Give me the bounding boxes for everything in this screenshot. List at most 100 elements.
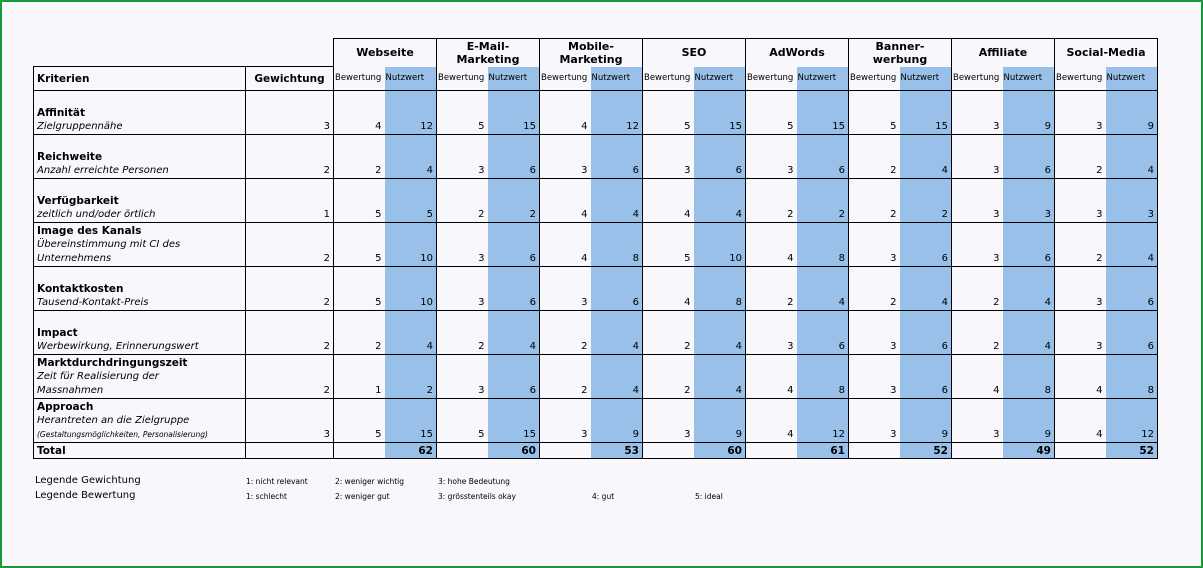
channel-name-line1: Social-Media xyxy=(1066,46,1146,60)
nutzwert-value: 6 xyxy=(796,310,849,355)
nutzwert-value: 3 xyxy=(1002,178,1055,223)
channel-header: Banner-werbung xyxy=(848,38,952,67)
bewertung-value: 4 xyxy=(951,354,1003,399)
total-bewertung-empty xyxy=(745,442,797,459)
nutzwert-value: 8 xyxy=(796,354,849,399)
nutzwert-value: 6 xyxy=(1105,310,1158,355)
channel-header: E-Mail- Marketing xyxy=(436,38,540,67)
criterion-description: Zielgruppennähe xyxy=(37,121,123,132)
channel-header: Mobile- Marketing xyxy=(539,38,643,67)
weight-value: 2 xyxy=(245,266,334,311)
header-nutzwert: Nutzwert xyxy=(487,66,540,91)
header-nutzwert: Nutzwert xyxy=(693,66,746,91)
nutzwert-value: 8 xyxy=(693,266,746,311)
bewertung-value: 3 xyxy=(642,134,694,179)
nutzwert-value: 8 xyxy=(796,222,849,267)
bewertung-value: 3 xyxy=(951,222,1003,267)
total-nutzwert-value: 60 xyxy=(693,442,746,459)
header-bewertung: Bewertung xyxy=(333,66,385,91)
criterion-description: Herantreten an die Zielgruppe xyxy=(37,415,190,426)
bewertung-value: 5 xyxy=(333,398,385,443)
criterion-description-cont: Massnahmen xyxy=(37,385,104,396)
bewertung-value: 3 xyxy=(745,134,797,179)
criterion-name: Reichweite xyxy=(37,151,103,163)
channel-header: AdWords xyxy=(745,38,849,67)
bewertung-value: 4 xyxy=(642,178,694,223)
nutzwert-value: 6 xyxy=(693,134,746,179)
nutzwert-value: 9 xyxy=(693,398,746,443)
nutzwert-value: 6 xyxy=(487,266,540,311)
channel-name-line1: AdWords xyxy=(769,46,825,60)
bewertung-value: 2 xyxy=(745,266,797,311)
nutzwert-value: 4 xyxy=(899,266,952,311)
channel-name-line1: Webseite xyxy=(356,46,414,60)
bewertung-value: 4 xyxy=(1054,398,1106,443)
total-bewertung-empty xyxy=(333,442,385,459)
header-bewertung: Bewertung xyxy=(539,66,591,91)
bewertung-value: 4 xyxy=(745,398,797,443)
bewertung-value: 3 xyxy=(1054,178,1106,223)
bewertung-value: 2 xyxy=(951,266,1003,311)
bewertung-value: 3 xyxy=(951,178,1003,223)
legend-gewichtung-1: 1: nicht relevant xyxy=(246,477,308,486)
criterion-cell: Approach Herantreten an die Zielgruppe (Ge… xyxy=(33,398,246,443)
channel-name-line2: Marketing xyxy=(456,52,520,66)
nutzwert-value: 15 xyxy=(899,90,952,135)
total-nutzwert-value: 62 xyxy=(384,442,437,459)
total-bewertung-empty xyxy=(436,442,488,459)
bewertung-value: 3 xyxy=(539,266,591,311)
nutzwert-value: 9 xyxy=(590,398,643,443)
nutzwert-value: 12 xyxy=(1105,398,1158,443)
header-nutzwert: Nutzwert xyxy=(899,66,952,91)
weight-value: 2 xyxy=(245,134,334,179)
nutzwert-value: 3 xyxy=(1105,178,1158,223)
criterion-cell: Image des Kanals Übereinstimmung mit CI d… xyxy=(33,222,246,267)
header-nutzwert: Nutzwert xyxy=(590,66,643,91)
bewertung-value: 4 xyxy=(539,222,591,267)
bewertung-value: 2 xyxy=(848,178,900,223)
channel-name-line1: Affiliate xyxy=(978,46,1028,60)
bewertung-value: 3 xyxy=(436,134,488,179)
nutzwert-value: 6 xyxy=(899,310,952,355)
bewertung-value: 3 xyxy=(848,398,900,443)
bewertung-value: 3 xyxy=(539,398,591,443)
bewertung-value: 5 xyxy=(333,178,385,223)
nutzwert-value: 4 xyxy=(693,354,746,399)
criterion-cell: Affinität Zielgruppennähe xyxy=(33,90,246,135)
bewertung-value: 2 xyxy=(745,178,797,223)
nutzwert-value: 4 xyxy=(1105,222,1158,267)
nutzwert-value: 12 xyxy=(384,90,437,135)
header-bewertung: Bewertung xyxy=(951,66,1003,91)
legend-bewertung-1: 1: schlecht xyxy=(246,492,287,501)
nutzwert-value: 6 xyxy=(590,266,643,311)
bewertung-value: 4 xyxy=(333,90,385,135)
weight-value: 1 xyxy=(245,178,334,223)
legend-gewichtung-label: Legende Gewichtung xyxy=(35,475,141,486)
criterion-row: Approach Herantreten an die Zielgruppe (Ge… xyxy=(33,398,1158,443)
nutzwert-value: 15 xyxy=(487,90,540,135)
nutzwert-value: 10 xyxy=(384,222,437,267)
nutzwert-value: 9 xyxy=(1002,90,1055,135)
channel-header: Webseite xyxy=(333,38,437,67)
bewertung-value: 3 xyxy=(848,354,900,399)
nutzwert-value: 6 xyxy=(487,354,540,399)
bewertung-value: 2 xyxy=(436,178,488,223)
legend-bewertung-2: 2: weniger gut xyxy=(335,492,390,501)
channel-header: SEO xyxy=(642,38,746,67)
criterion-name: Marktdurchdringungszeit xyxy=(37,357,188,369)
bewertung-value: 4 xyxy=(745,222,797,267)
total-bewertung-empty xyxy=(848,442,900,459)
criterion-row: Reichweite Anzahl erreichte Personen 2 2 4 3 6… xyxy=(33,134,1158,179)
nutzwert-value: 15 xyxy=(693,90,746,135)
bewertung-value: 2 xyxy=(333,134,385,179)
legend-gewichtung-2: 2: weniger wichtig xyxy=(335,477,404,486)
nutzwert-value: 4 xyxy=(590,310,643,355)
nutzwert-value: 15 xyxy=(487,398,540,443)
total-bewertung-empty xyxy=(642,442,694,459)
nutzwert-value: 4 xyxy=(590,178,643,223)
nutzwert-value: 4 xyxy=(1002,310,1055,355)
bewertung-value: 3 xyxy=(848,310,900,355)
nutzwert-value: 9 xyxy=(899,398,952,443)
criterion-row: Kontaktkosten Tausend-Kontakt-Preis 2 5 10 3 6… xyxy=(33,266,1158,311)
